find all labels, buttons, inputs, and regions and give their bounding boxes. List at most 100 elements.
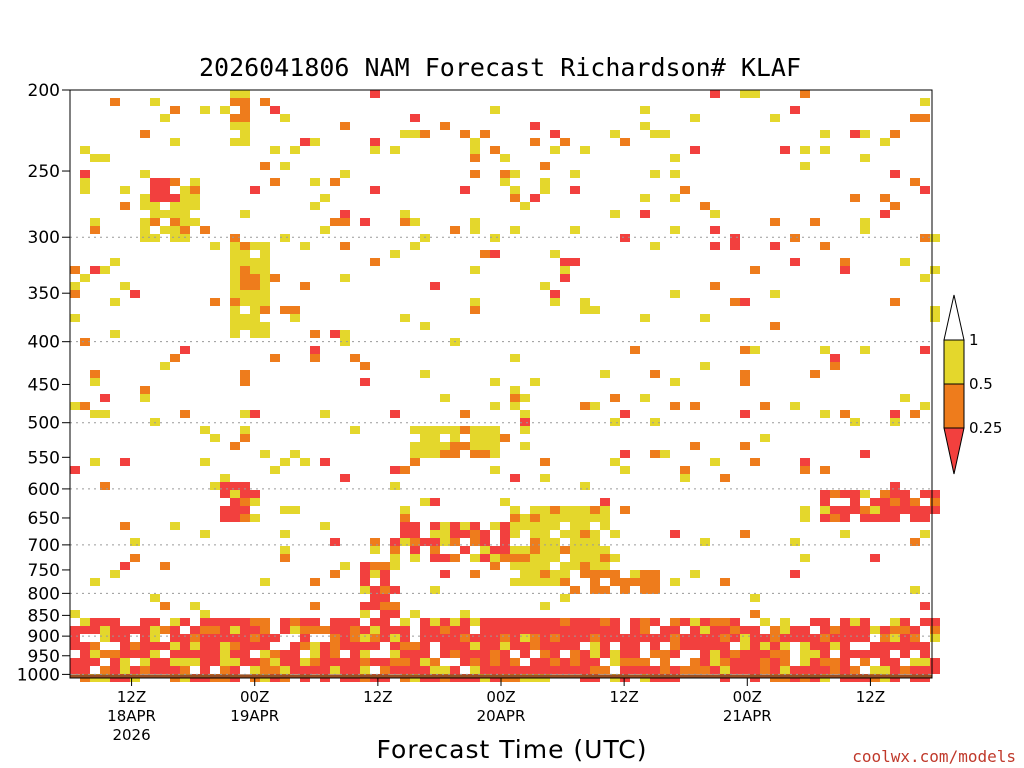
heatmap-cell (560, 546, 570, 554)
heatmap-cell (870, 506, 880, 514)
heatmap-cell (860, 634, 870, 642)
heatmap-cell (670, 530, 680, 538)
heatmap-cell (240, 138, 250, 146)
heatmap-cell (430, 554, 440, 562)
heatmap-cell (70, 666, 80, 674)
heatmap-cell (710, 226, 720, 234)
heatmap-cell (360, 602, 370, 610)
heatmap-cell (320, 642, 330, 650)
heatmap-cell (860, 154, 870, 162)
heatmap-cell (200, 610, 210, 618)
heatmap-cell (910, 642, 920, 650)
heatmap-cell (250, 642, 260, 650)
heatmap-cell (250, 186, 260, 194)
heatmap-cell (300, 642, 310, 650)
heatmap-cell (360, 666, 370, 674)
heatmap-cell (900, 394, 910, 402)
heatmap-cell (250, 274, 260, 282)
heatmap-cell (260, 290, 270, 298)
heatmap-cell (380, 610, 390, 618)
x-tick-label: 12Z (856, 688, 885, 706)
heatmap-cell (290, 306, 300, 314)
heatmap-cell (540, 186, 550, 194)
heatmap-cell (390, 146, 400, 154)
heatmap-cell (510, 170, 520, 178)
heatmap-cell (210, 618, 220, 626)
heatmap-cell (420, 130, 430, 138)
heatmap-cell (360, 578, 370, 586)
heatmap-cell (290, 626, 300, 634)
y-tick-label: 700 (28, 536, 60, 556)
credit-text: coolwx.com/models (852, 747, 1016, 766)
heatmap-cell (800, 514, 810, 522)
heatmap-cell (310, 626, 320, 634)
heatmap-cell (290, 650, 300, 658)
heatmap-cell (190, 642, 200, 650)
heatmap-cell (800, 642, 810, 650)
heatmap-cell (360, 586, 370, 594)
heatmap-cell (610, 634, 620, 642)
heatmap-cell (170, 666, 180, 674)
heatmap-cell (100, 394, 110, 402)
heatmap-cell (610, 650, 620, 658)
heatmap-cell (650, 578, 660, 586)
heatmap-cell (150, 194, 160, 202)
heatmap-cell (300, 458, 310, 466)
heatmap-cell (70, 466, 80, 474)
heatmap-cell (720, 666, 730, 674)
heatmap-cell (590, 570, 600, 578)
heatmap-cell (480, 650, 490, 658)
heatmap-cell (620, 466, 630, 474)
heatmap-cell (590, 634, 600, 642)
heatmap-cell (600, 546, 610, 554)
heatmap-cell (920, 346, 930, 354)
heatmap-cell (100, 650, 110, 658)
heatmap-cell (110, 258, 120, 266)
plot-area (70, 90, 940, 682)
heatmap-cell (510, 634, 520, 642)
heatmap-cell (930, 658, 940, 666)
heatmap-cell (620, 410, 630, 418)
heatmap-cell (580, 554, 590, 562)
heatmap-cell (910, 538, 920, 546)
heatmap-cell (700, 618, 710, 626)
heatmap-cell (410, 522, 420, 530)
heatmap-cell (460, 634, 470, 642)
heatmap-cell (330, 178, 340, 186)
heatmap-cell (230, 658, 240, 666)
heatmap-cell (900, 642, 910, 650)
heatmap-cell (630, 618, 640, 626)
heatmap-cell (180, 634, 190, 642)
heatmap-cell (570, 586, 580, 594)
heatmap-cell (570, 626, 580, 634)
heatmap-cell (260, 306, 270, 314)
heatmap-cell (880, 498, 890, 506)
heatmap-cell (260, 322, 270, 330)
heatmap-cell (450, 450, 460, 458)
heatmap-cell (300, 658, 310, 666)
heatmap-cell (840, 410, 850, 418)
heatmap-cell (420, 538, 430, 546)
heatmap-cell (310, 578, 320, 586)
x-tick-label: 00Z (240, 688, 269, 706)
heatmap-cell (600, 650, 610, 658)
heatmap-cell (90, 266, 100, 274)
heatmap-cell (150, 642, 160, 650)
heatmap-cell (350, 426, 360, 434)
heatmap-cell (600, 626, 610, 634)
heatmap-cell (630, 634, 640, 642)
heatmap-cell (870, 514, 880, 522)
heatmap-cell (820, 498, 830, 506)
heatmap-cell (600, 618, 610, 626)
heatmap-cell (70, 634, 80, 642)
heatmap-cell (540, 162, 550, 170)
heatmap-cell (890, 506, 900, 514)
heatmap-cell (420, 650, 430, 658)
heatmap-cell (670, 642, 680, 650)
heatmap-cell (410, 242, 420, 250)
heatmap-cell (780, 618, 790, 626)
heatmap-cell (330, 570, 340, 578)
heatmap-cell (470, 666, 480, 674)
heatmap-cell (910, 506, 920, 514)
heatmap-cell (190, 218, 200, 226)
